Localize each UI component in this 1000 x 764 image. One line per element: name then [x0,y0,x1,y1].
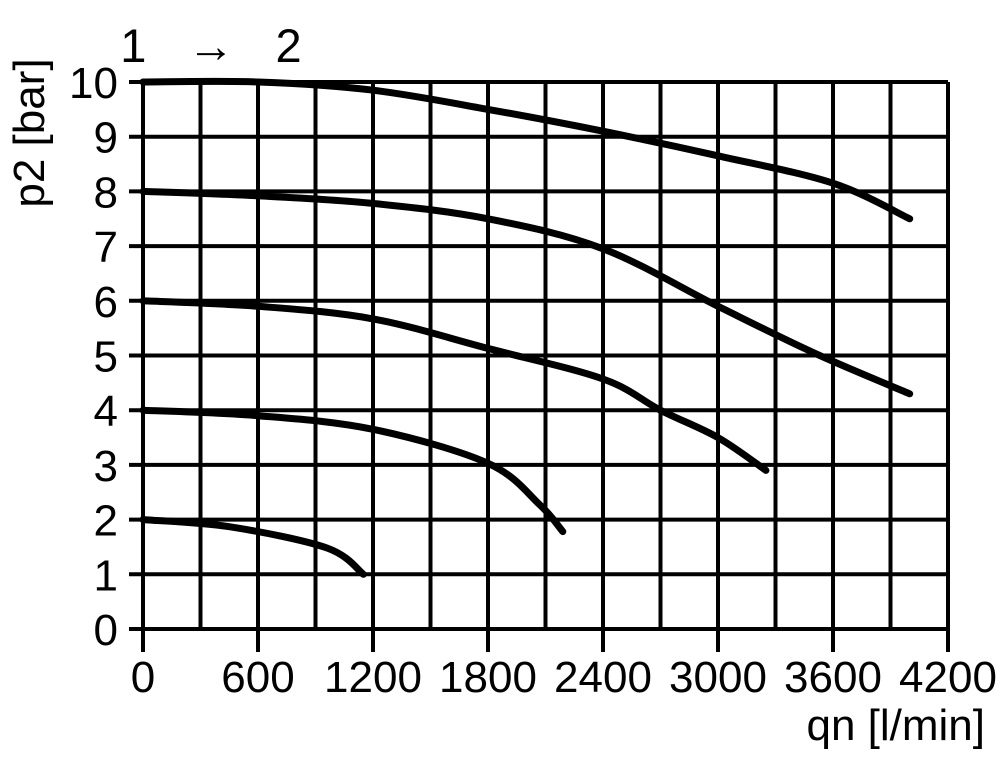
y-tick-label: 8 [94,168,118,217]
y-tick-label: 3 [94,442,118,491]
y-tick-label: 6 [94,278,118,327]
x-tick-labels: 0 600 1200 1800 2400 3000 3600 4200 [131,653,997,702]
x-tick-label: 600 [221,653,294,702]
grid-lines [129,80,950,631]
x-tick-label: 0 [131,653,155,702]
axis-ticks [141,629,950,652]
x-tick-label: 1800 [439,653,537,702]
y-tick-labels: 0 1 2 3 4 5 6 7 8 9 10 [69,59,118,655]
curve-start-10-bar [139,77,914,223]
chart-title: 1 → 2 [120,19,315,72]
y-tick-label: 10 [69,59,118,108]
y-tick-label: 1 [94,551,118,600]
x-tick-label: 3600 [784,653,882,702]
x-tick-label: 2400 [554,653,652,702]
y-tick-label: 0 [94,606,118,655]
x-tick-label: 3000 [669,653,767,702]
curve-start-2-bar [139,516,367,578]
x-tick-label: 4200 [899,653,997,702]
curve-start-6-bar [139,297,770,474]
curve-start-8-bar [139,187,914,398]
y-axis-label: p2 [bar] [5,58,54,207]
x-tick-label: 1200 [324,653,422,702]
y-tick-label: 9 [94,114,118,163]
y-tick-label: 2 [94,497,118,546]
y-tick-label: 4 [94,387,118,436]
y-tick-label: 7 [94,223,118,272]
y-tick-label: 5 [94,333,118,382]
curve-start-4-bar [139,406,567,536]
curves [139,77,914,578]
x-axis-label: qn [l/min] [806,701,985,750]
